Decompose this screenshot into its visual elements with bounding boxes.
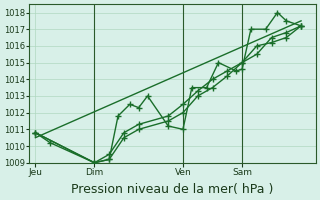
X-axis label: Pression niveau de la mer( hPa ): Pression niveau de la mer( hPa )	[71, 183, 274, 196]
